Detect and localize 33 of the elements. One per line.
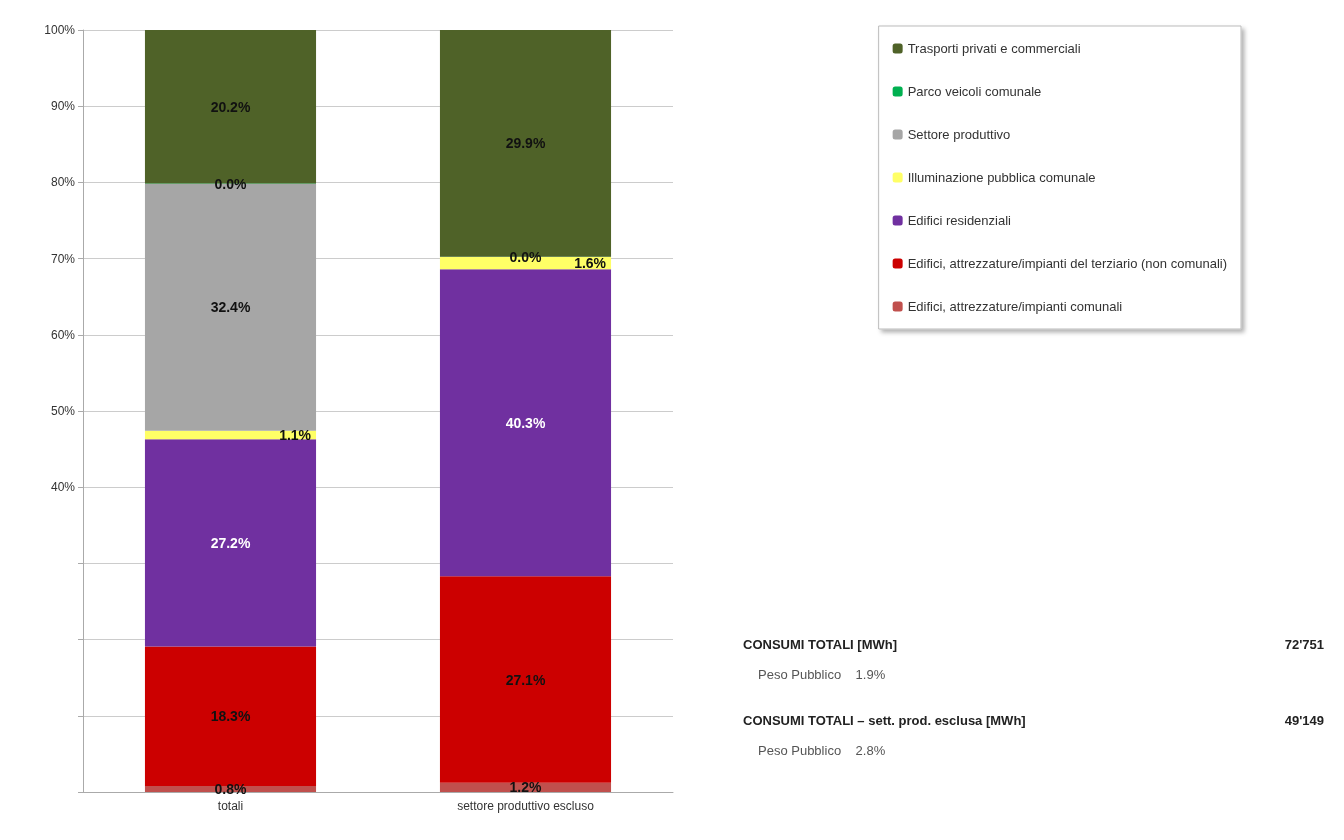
data-label: 1.1% <box>279 427 312 443</box>
data-label: 27.2% <box>210 534 251 551</box>
text: 72'751 <box>1284 637 1325 652</box>
text: CONSUMI TOTALI [MWh] <box>743 637 898 652</box>
legend-label: Edifici residenziali <box>907 213 1012 228</box>
y-tick-label: 100% <box>44 23 76 37</box>
data-label: 40.3% <box>505 414 546 431</box>
text: Peso Pubblico 2.8% <box>758 743 886 758</box>
x-tick-label: settore produttivo escluso <box>457 799 595 813</box>
legend-label: Trasporti privati e commerciali <box>907 41 1081 56</box>
data-label: 18.3% <box>210 708 251 725</box>
y-tick-label: 50% <box>50 404 76 418</box>
text: 49'149 <box>1284 713 1325 728</box>
data-label: 1.2% <box>509 779 542 796</box>
data-label: 32.4% <box>210 299 251 316</box>
legend-label: Parco veicoli comunale <box>907 84 1042 99</box>
data-label: 1.6% <box>574 255 607 272</box>
y-tick-label: 60% <box>50 327 76 342</box>
legend-label: Edifici, attrezzature/impianti comunali <box>907 299 1123 314</box>
data-label: 29.9% <box>505 135 546 152</box>
text: Peso Pubblico 1.9% <box>758 667 886 682</box>
data-label: 20.2% <box>210 98 251 115</box>
y-tick-label: 80% <box>50 175 76 190</box>
legend-label: Edifici, attrezzature/impianti del terziario (non comunali) <box>907 256 1227 271</box>
data-label: 0.8% <box>214 780 247 797</box>
y-tick-label: 90% <box>50 99 76 114</box>
x-tick-label: totali <box>217 799 244 813</box>
legend-label: Illuminazione pubblica comunale <box>907 170 1096 185</box>
text: CONSUMI TOTALI – sett. prod. esclusa [MWh] <box>743 713 1026 728</box>
y-tick-label: 40% <box>50 480 76 495</box>
y-tick-label: 70% <box>50 251 76 266</box>
data-label: 27.1% <box>505 671 546 688</box>
legend-label: Settore produttivo <box>907 127 1011 142</box>
